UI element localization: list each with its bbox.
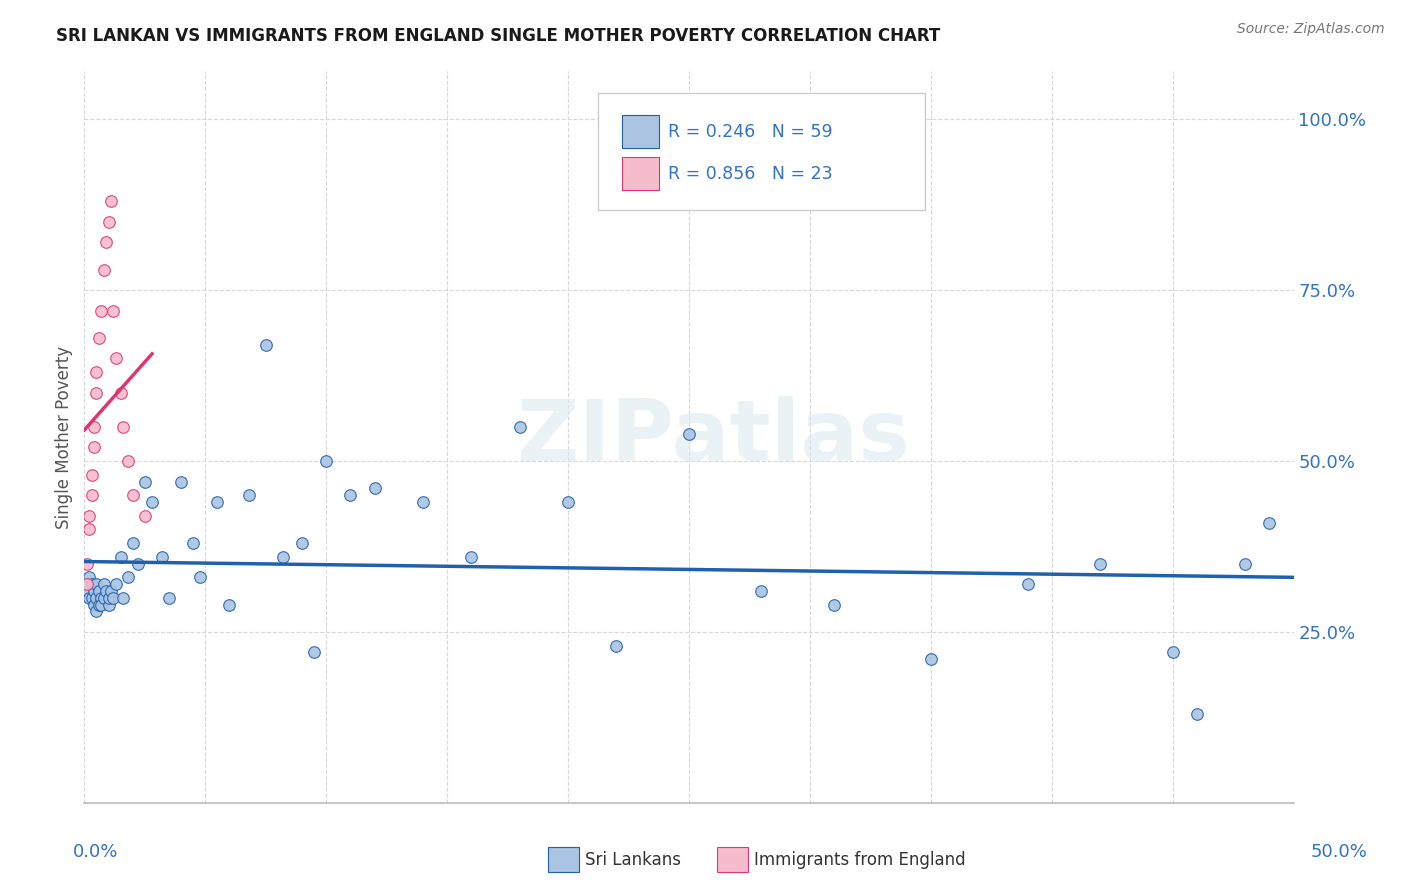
Point: [315, 454, 337, 468]
Point: [100, 583, 122, 598]
Point: [170, 475, 193, 489]
Point: [104, 577, 127, 591]
Point: [94, 583, 117, 598]
Point: [103, 591, 125, 605]
Point: [86, 591, 108, 605]
Point: [80, 591, 103, 605]
Point: [363, 481, 385, 495]
Point: [112, 420, 135, 434]
Point: [141, 495, 163, 509]
Point: [207, 495, 229, 509]
Text: R = 0.246   N = 59: R = 0.246 N = 59: [668, 123, 832, 141]
Point: [121, 536, 143, 550]
Point: [87, 598, 110, 612]
Point: [557, 495, 579, 509]
Text: Sri Lankans: Sri Lankans: [585, 851, 681, 869]
Point: [127, 557, 149, 571]
Point: [86, 385, 108, 400]
Point: [83, 583, 105, 598]
Point: [605, 639, 627, 653]
Text: Immigrants from England: Immigrants from England: [754, 851, 966, 869]
Point: [90, 598, 112, 612]
Point: [823, 598, 845, 612]
Y-axis label: Single Mother Poverty: Single Mother Poverty: [55, 345, 73, 529]
Point: [103, 303, 125, 318]
Text: 50.0%: 50.0%: [1310, 843, 1367, 861]
Point: [134, 475, 156, 489]
Point: [77, 570, 100, 584]
Point: [190, 570, 212, 584]
Text: R = 0.856   N = 23: R = 0.856 N = 23: [668, 165, 832, 183]
Point: [1258, 516, 1281, 530]
Point: [110, 385, 132, 400]
Point: [100, 194, 122, 209]
Point: [1017, 577, 1039, 591]
Point: [93, 577, 115, 591]
Text: SRI LANKAN VS IMMIGRANTS FROM ENGLAND SINGLE MOTHER POVERTY CORRELATION CHART: SRI LANKAN VS IMMIGRANTS FROM ENGLAND SI…: [56, 27, 941, 45]
Point: [1161, 645, 1184, 659]
Point: [460, 549, 482, 564]
Point: [509, 420, 531, 434]
Point: [920, 652, 942, 666]
Point: [87, 331, 110, 345]
Point: [86, 604, 108, 618]
Point: [86, 365, 108, 379]
Point: [76, 583, 98, 598]
Point: [117, 570, 139, 584]
Point: [134, 508, 156, 523]
Point: [80, 467, 103, 482]
Point: [80, 488, 103, 502]
Point: [238, 488, 260, 502]
Point: [93, 591, 115, 605]
Point: [751, 583, 773, 598]
Point: [77, 508, 100, 523]
Point: [112, 591, 135, 605]
Point: [97, 598, 120, 612]
Point: [76, 557, 98, 571]
Point: [90, 303, 112, 318]
FancyBboxPatch shape: [623, 115, 659, 148]
Point: [1088, 557, 1111, 571]
Point: [254, 338, 277, 352]
FancyBboxPatch shape: [623, 157, 659, 190]
Point: [104, 351, 127, 366]
Point: [291, 536, 314, 550]
Point: [77, 591, 100, 605]
Point: [1185, 706, 1208, 721]
Point: [1234, 557, 1257, 571]
Point: [77, 522, 100, 536]
Point: [181, 536, 204, 550]
Point: [83, 440, 105, 454]
Point: [412, 495, 434, 509]
Point: [678, 426, 700, 441]
Point: [218, 598, 240, 612]
Text: Source: ZipAtlas.com: Source: ZipAtlas.com: [1237, 22, 1385, 37]
Point: [157, 591, 180, 605]
Text: ZIPatlas: ZIPatlas: [516, 395, 910, 479]
Point: [87, 583, 110, 598]
Point: [121, 488, 143, 502]
FancyBboxPatch shape: [599, 94, 925, 211]
Point: [90, 591, 112, 605]
Text: 0.0%: 0.0%: [73, 843, 118, 861]
Point: [97, 215, 120, 229]
Point: [339, 488, 361, 502]
Point: [110, 549, 132, 564]
Point: [302, 645, 325, 659]
Point: [93, 262, 115, 277]
Point: [117, 454, 139, 468]
Point: [86, 577, 108, 591]
Point: [83, 420, 105, 434]
Point: [97, 591, 120, 605]
Point: [76, 577, 98, 591]
Point: [80, 577, 103, 591]
Point: [271, 549, 294, 564]
Point: [150, 549, 173, 564]
Point: [94, 235, 117, 250]
Point: [83, 598, 105, 612]
